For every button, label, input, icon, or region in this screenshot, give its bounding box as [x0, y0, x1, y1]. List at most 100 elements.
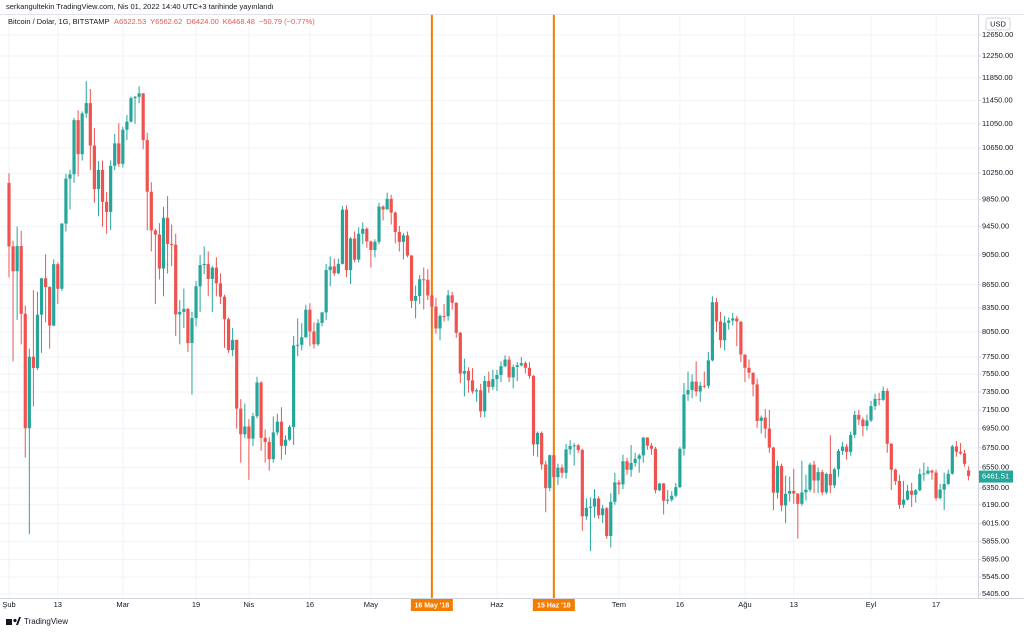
candle-body	[48, 286, 52, 326]
candle-body	[487, 381, 491, 387]
y-tick-label: 11450.00	[982, 95, 1013, 104]
currency: USD	[990, 19, 1006, 28]
candle-body	[495, 375, 499, 380]
x-tick-label: 17	[932, 600, 940, 609]
candle-body	[474, 390, 479, 392]
candle-body	[885, 390, 889, 444]
candle-body	[414, 295, 418, 301]
candle-body	[332, 266, 336, 274]
candle-body	[145, 140, 149, 192]
candle-body	[137, 93, 141, 97]
candle-body	[747, 367, 751, 373]
candle-body	[828, 473, 832, 486]
candle-body	[466, 371, 471, 381]
candle-body	[946, 473, 950, 484]
candle-body	[198, 265, 202, 287]
candle-body	[531, 375, 536, 445]
candle-body	[499, 366, 503, 376]
candle-body	[881, 390, 885, 400]
candle-body	[389, 198, 393, 213]
candle-body	[226, 319, 231, 351]
candle-body	[678, 448, 682, 488]
candle-body	[92, 145, 96, 190]
candle-body	[511, 367, 515, 378]
y-tick-label: 5405.00	[982, 589, 1009, 598]
candle-body	[271, 432, 275, 460]
candle-body	[442, 315, 446, 317]
candle-body	[609, 501, 613, 537]
candle-body	[844, 446, 849, 452]
currency-box	[985, 17, 1011, 31]
marker-label-box	[532, 599, 575, 611]
candle-body	[483, 381, 487, 412]
candle-body	[840, 446, 845, 451]
candle-body	[129, 98, 133, 122]
candle-body	[743, 354, 747, 368]
candle-body	[690, 381, 694, 391]
candle-body	[657, 483, 662, 491]
candle-body	[263, 437, 267, 442]
candle-body	[283, 439, 288, 446]
candle-body	[434, 306, 438, 329]
candle-body	[601, 508, 605, 516]
candle-body	[698, 385, 702, 392]
candle-body	[182, 308, 186, 312]
candle-body	[35, 314, 40, 369]
candle-body	[649, 445, 654, 449]
candle-body	[454, 302, 458, 333]
candle-body	[186, 308, 190, 344]
candle-body	[194, 286, 198, 319]
y-tick-label: 6350.00	[982, 483, 1009, 492]
last-price-box	[979, 470, 1013, 483]
y-tick-label: 7150.00	[982, 405, 1009, 414]
quote-open: A6522.53	[114, 17, 146, 26]
candle-body	[23, 313, 27, 429]
candle-body	[938, 489, 942, 499]
candle-body	[767, 428, 771, 448]
candle-body	[853, 414, 857, 435]
candle-body	[369, 241, 373, 251]
candle-body	[503, 359, 507, 367]
candle-body	[958, 451, 963, 454]
candle-body	[251, 416, 255, 439]
x-tick-label: Şub	[2, 600, 15, 609]
candle-body	[645, 437, 649, 446]
candle-body	[523, 363, 527, 368]
candle-body	[96, 169, 101, 190]
candle-body	[109, 165, 113, 212]
candle-body	[926, 470, 930, 474]
candle-body	[674, 487, 678, 496]
candle-body	[540, 432, 544, 465]
candle-body	[544, 464, 548, 489]
candle-body	[869, 406, 873, 421]
candle-body	[247, 426, 251, 439]
candle-body	[527, 367, 532, 376]
candle-body	[686, 390, 690, 395]
candle-body	[7, 182, 11, 247]
candle-body	[922, 473, 926, 475]
candle-body	[312, 331, 316, 345]
publisher-line: serkangultekin TradingView.com, Nis 01, …	[6, 2, 274, 11]
candle-body	[702, 385, 706, 387]
y-tick-label: 9850.00	[982, 194, 1009, 203]
candle-body	[861, 419, 865, 427]
candle-body	[88, 103, 92, 146]
candle-body	[27, 356, 31, 429]
logo-part	[16, 617, 21, 625]
candle-body	[308, 309, 312, 332]
y-tick-label: 7350.00	[982, 387, 1009, 396]
candle-body	[901, 499, 906, 505]
candle-body	[56, 264, 60, 289]
candle-body	[231, 339, 235, 351]
candle-body	[64, 178, 68, 224]
candle-body	[800, 492, 804, 504]
candle-body	[564, 449, 568, 473]
y-tick-label: 12250.00	[982, 51, 1013, 60]
candle-body	[190, 318, 194, 344]
candle-body	[157, 234, 162, 269]
candle-body	[52, 264, 56, 326]
candle-body	[832, 469, 836, 486]
candle-body	[328, 266, 332, 271]
